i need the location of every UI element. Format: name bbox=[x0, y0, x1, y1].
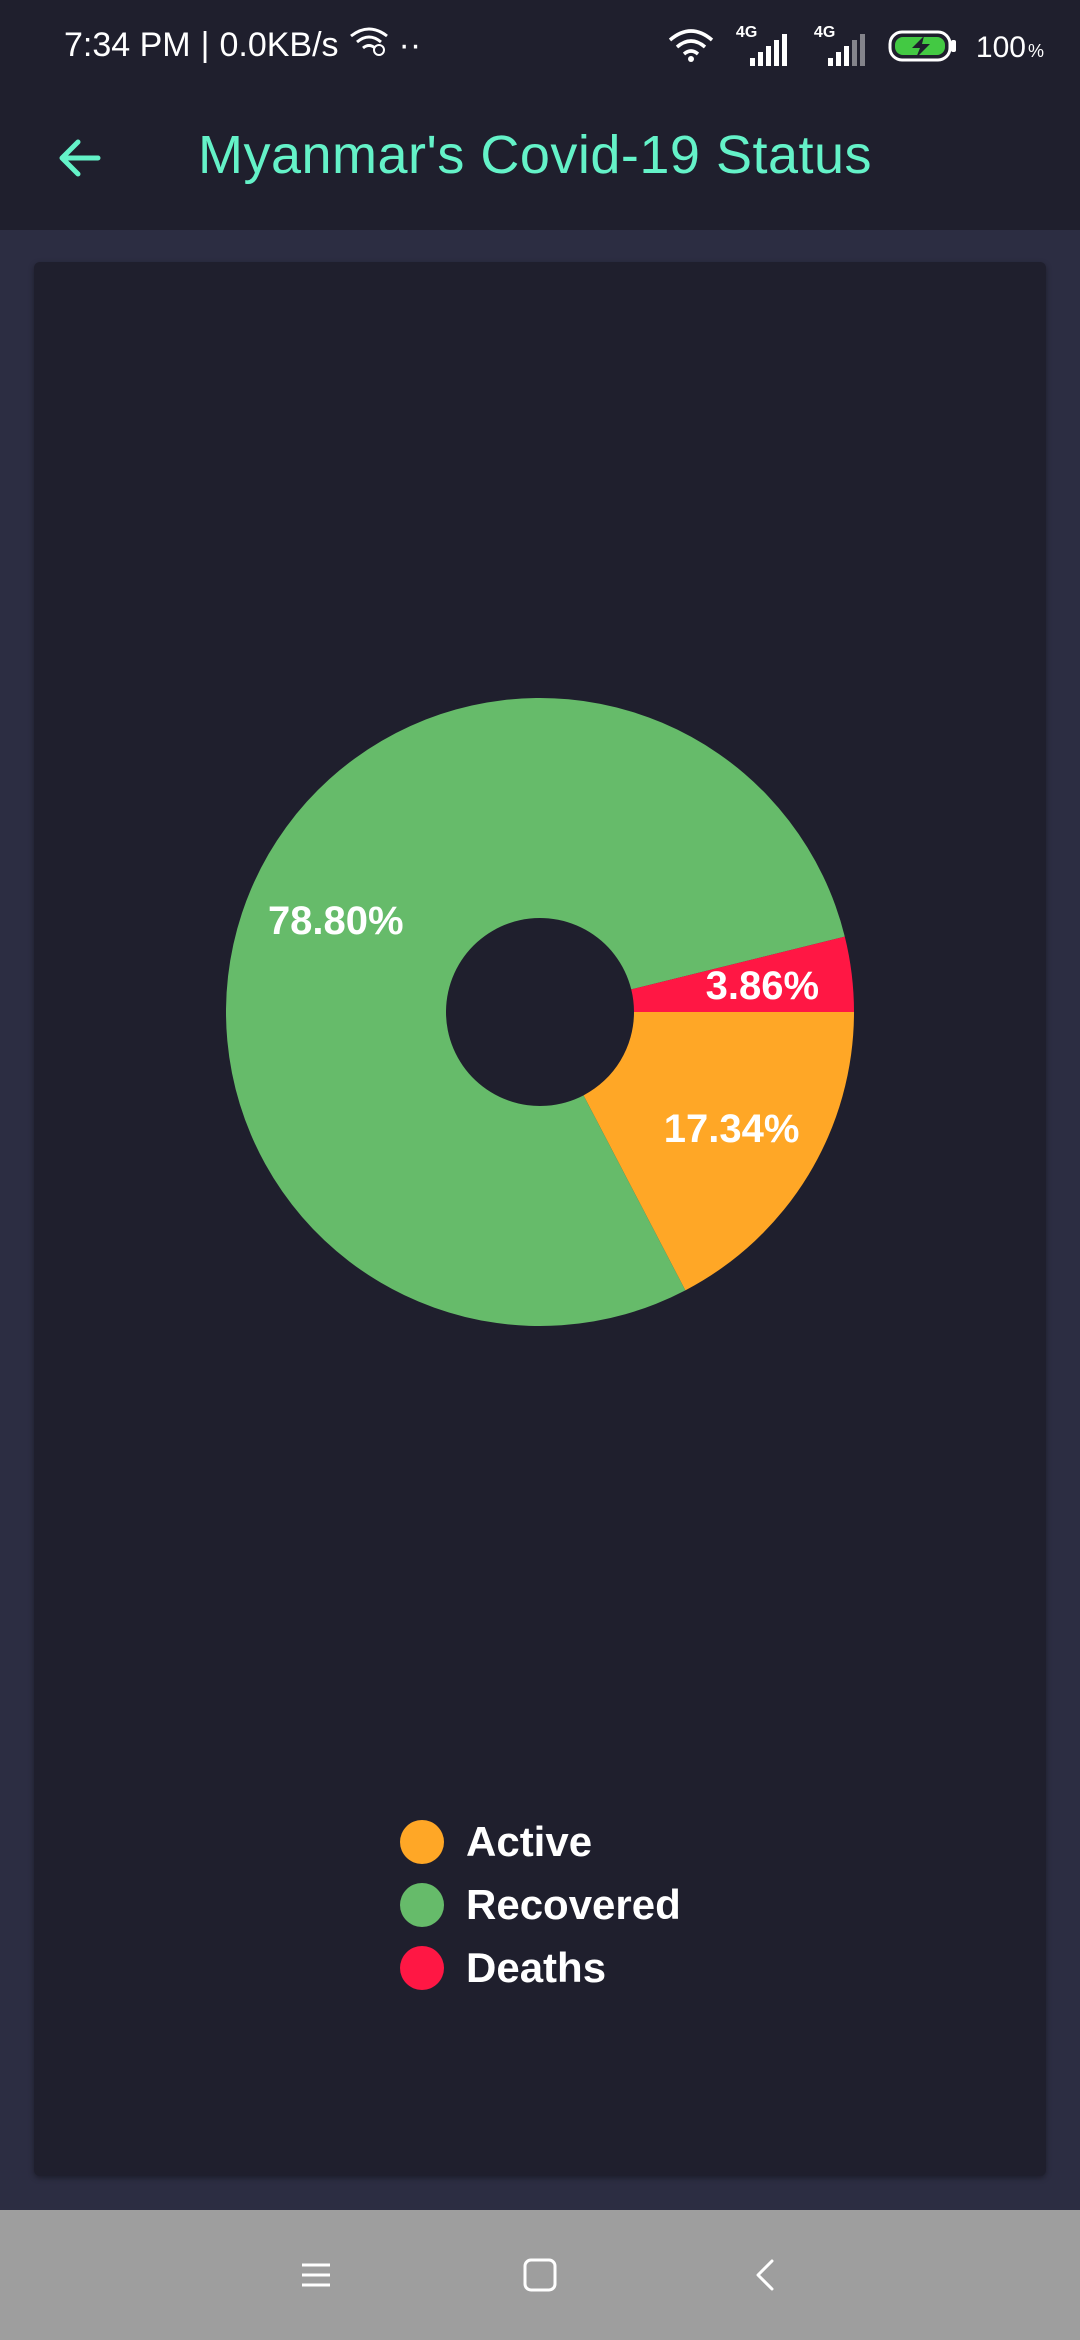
legend-item-deaths[interactable]: Deaths bbox=[400, 1936, 681, 1999]
chart-legend: Active Recovered Deaths bbox=[400, 1810, 681, 1999]
chart-card: 17.34% 78.80% 3.86% Active Recovered Death… bbox=[34, 262, 1046, 2176]
slice-label-active: 17.34% bbox=[664, 1107, 800, 1151]
pie-slice-active[interactable] bbox=[583, 1012, 854, 1291]
slice-label-deaths: 3.86% bbox=[706, 964, 819, 1008]
network-1-label: 4G bbox=[735, 24, 758, 41]
arrow-left-icon bbox=[59, 139, 101, 177]
menu-icon bbox=[302, 2263, 330, 2287]
signal-4g-icon: 4G bbox=[810, 24, 870, 68]
legend-item-recovered[interactable]: Recovered bbox=[400, 1873, 681, 1936]
donut-chart[interactable]: 17.34% 78.80% 3.86% bbox=[34, 262, 1046, 1862]
legend-label-deaths: Deaths bbox=[466, 1943, 607, 1991]
battery-unit: % bbox=[1027, 41, 1044, 61]
battery-value: 100 bbox=[975, 31, 1026, 64]
system-back-button[interactable] bbox=[736, 2245, 796, 2305]
status-bar: 7:34 PM | 0.0KB/s ·· bbox=[0, 0, 1080, 96]
status-time: 7:34 PM bbox=[64, 26, 191, 64]
legend-item-active[interactable]: Active bbox=[400, 1810, 681, 1873]
back-chevron-icon bbox=[756, 2259, 774, 2291]
network-2-label: 4G bbox=[813, 24, 836, 41]
battery-charging-icon bbox=[888, 28, 958, 69]
status-left: 7:34 PM | 0.0KB/s ·· bbox=[64, 26, 421, 65]
wifi-hotspot-icon bbox=[349, 26, 389, 65]
back-button[interactable] bbox=[44, 122, 116, 194]
legend-label-active: Active bbox=[466, 1817, 593, 1865]
home-button[interactable] bbox=[510, 2245, 570, 2305]
legend-dot-active bbox=[400, 1819, 444, 1864]
signal-4g-icon: 4G bbox=[732, 24, 792, 68]
wifi-icon bbox=[668, 28, 714, 69]
status-dots: ·· bbox=[398, 26, 422, 64]
legend-dot-recovered bbox=[400, 1882, 444, 1927]
status-separator: | bbox=[200, 26, 210, 64]
legend-dot-deaths bbox=[400, 1945, 444, 1990]
pie-slice-deaths[interactable] bbox=[631, 936, 854, 1012]
status-right: 4G 4G bbox=[668, 24, 1044, 72]
home-square-icon bbox=[523, 2258, 557, 2292]
menu-button[interactable] bbox=[286, 2245, 346, 2305]
slice-label-recovered: 78.80% bbox=[268, 899, 404, 943]
status-net-speed: 0.0KB/s bbox=[219, 26, 339, 64]
pie-slice-recovered[interactable] bbox=[226, 698, 845, 1327]
legend-label-recovered: Recovered bbox=[466, 1880, 681, 1928]
app-bar: Myanmar's Covid-19 Status bbox=[0, 96, 1080, 230]
battery-percent: 100% bbox=[976, 31, 1044, 65]
system-nav-bar bbox=[0, 2210, 1080, 2340]
page-title: Myanmar's Covid-19 Status bbox=[198, 125, 873, 185]
